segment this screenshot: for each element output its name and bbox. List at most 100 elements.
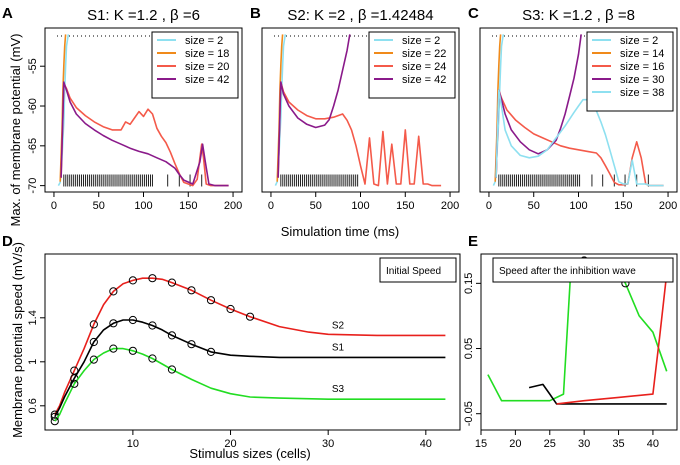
data-marker [167,278,177,287]
x-tick-label: 200 [224,200,242,212]
data-marker [89,320,98,329]
legend-label: size = 2 [185,35,223,47]
data-marker [206,347,216,356]
plot-frame [44,253,461,431]
y-tick-label: -60 [27,98,39,114]
series-group [50,274,446,426]
series-line [54,347,446,422]
legend-label: size = 2 [620,35,658,47]
y-tick-label: -55 [27,58,39,74]
series-label: S2 [332,320,345,331]
legend-label: size = 38 [620,87,664,99]
panel-d: D 10 20 30 40 0.6 1 1.4 S2 S1 S3 Initial Speed [2,233,461,450]
data-marker [70,379,79,388]
panel-letter: A [2,5,13,22]
x-tick-label: 30 [322,438,334,450]
panel-title: S3: K =1.2 , β =8 [522,7,635,24]
legend-label: size = 42 [185,74,229,86]
data-marker [148,274,157,283]
data-marker [50,410,59,419]
y-axis-label-top: Max. of membrane potential (mV) [8,34,23,227]
y-tick-label: 1 [27,359,39,365]
data-marker [109,287,118,296]
data-marker [128,346,137,355]
plot-frame [480,253,678,431]
y-tick-label: 1.4 [27,310,39,325]
x-tick-label: 40 [420,438,432,450]
panel-letter: B [250,5,261,22]
data-marker [50,417,59,426]
legend-label: size = 2 [402,35,440,47]
series-line [54,319,446,418]
series-label: S1 [332,342,345,353]
x-tick-label: 0 [268,200,274,212]
x-tick-label: 30 [578,438,590,450]
series-line [60,81,229,187]
legend-label: size = 14 [620,48,664,60]
x-tick-label: 50 [310,200,322,212]
series-line [556,273,668,405]
legend-box [586,31,674,112]
y-tick-label: 0.05 [463,338,475,359]
series-line [277,34,351,178]
data-marker [148,321,157,330]
x-tick-label: 50 [93,200,105,212]
panel-b: B S2: K =2 , β =1.42484 0 50 100 150 200 size =… [250,5,460,212]
x-tick-label: 100 [569,200,587,212]
panel-title: S1: K =1.2 , β =6 [87,7,200,24]
y-tick-label: -65 [27,138,39,154]
series-line [277,81,442,187]
data-marker [148,354,157,363]
x-tick-label: 25 [544,438,556,450]
series-group [274,34,442,187]
x-tick-label: 100 [351,200,369,212]
x-axis-label-top: Simulation time (ms) [281,224,399,239]
panel-e: E 15 20 25 30 35 40 -0.05 0.05 0.15 Speed after th… [463,233,678,450]
panel-a: A S1: K =1.2 , β =6 0 50 100 150 200 -70 -65 -60 -… [2,5,243,212]
y-axis-label-bottom: Membrane potential speed (mV/s) [10,242,25,438]
data-marker [89,337,98,347]
x-tick-label: 0 [486,200,492,212]
data-marker [128,276,137,285]
series-line [60,82,229,187]
info-box [379,257,457,283]
data-marker [89,355,98,364]
data-marker [187,340,196,349]
data-marker [109,319,118,328]
x-tick-label: 200 [441,200,459,212]
panel-letter: D [2,233,13,250]
data-marker [206,296,216,305]
data-marker [187,286,196,295]
legend-label: size = 30 [620,74,664,86]
series-line [495,89,664,187]
panel-letter: C [468,5,479,22]
data-marker [167,331,177,340]
legend-label: size = 22 [402,48,446,60]
legend-label: size = 24 [402,61,446,73]
data-marker [128,315,137,325]
x-tick-label: 20 [224,438,236,450]
x-tick-label: 20 [509,438,521,450]
y-tick-label: -0.05 [463,401,475,426]
x-tick-label: 40 [647,438,659,450]
legend-label: size = 18 [185,48,229,60]
panel-letter: E [468,233,478,250]
info-box-label: Speed after the inhibition wave [499,266,636,277]
series-line [528,383,667,405]
x-tick-label: 35 [612,438,624,450]
y-tick-label: 0.15 [463,273,475,294]
legend-label: size = 42 [402,74,446,86]
data-marker [226,304,235,314]
x-tick-label: 200 [659,200,677,212]
data-marker [245,312,255,321]
x-tick-label: 100 [134,200,152,212]
x-tick-label: 150 [396,200,414,212]
data-marker [109,344,118,353]
info-box [492,257,674,283]
x-tick-label: 10 [127,438,139,450]
